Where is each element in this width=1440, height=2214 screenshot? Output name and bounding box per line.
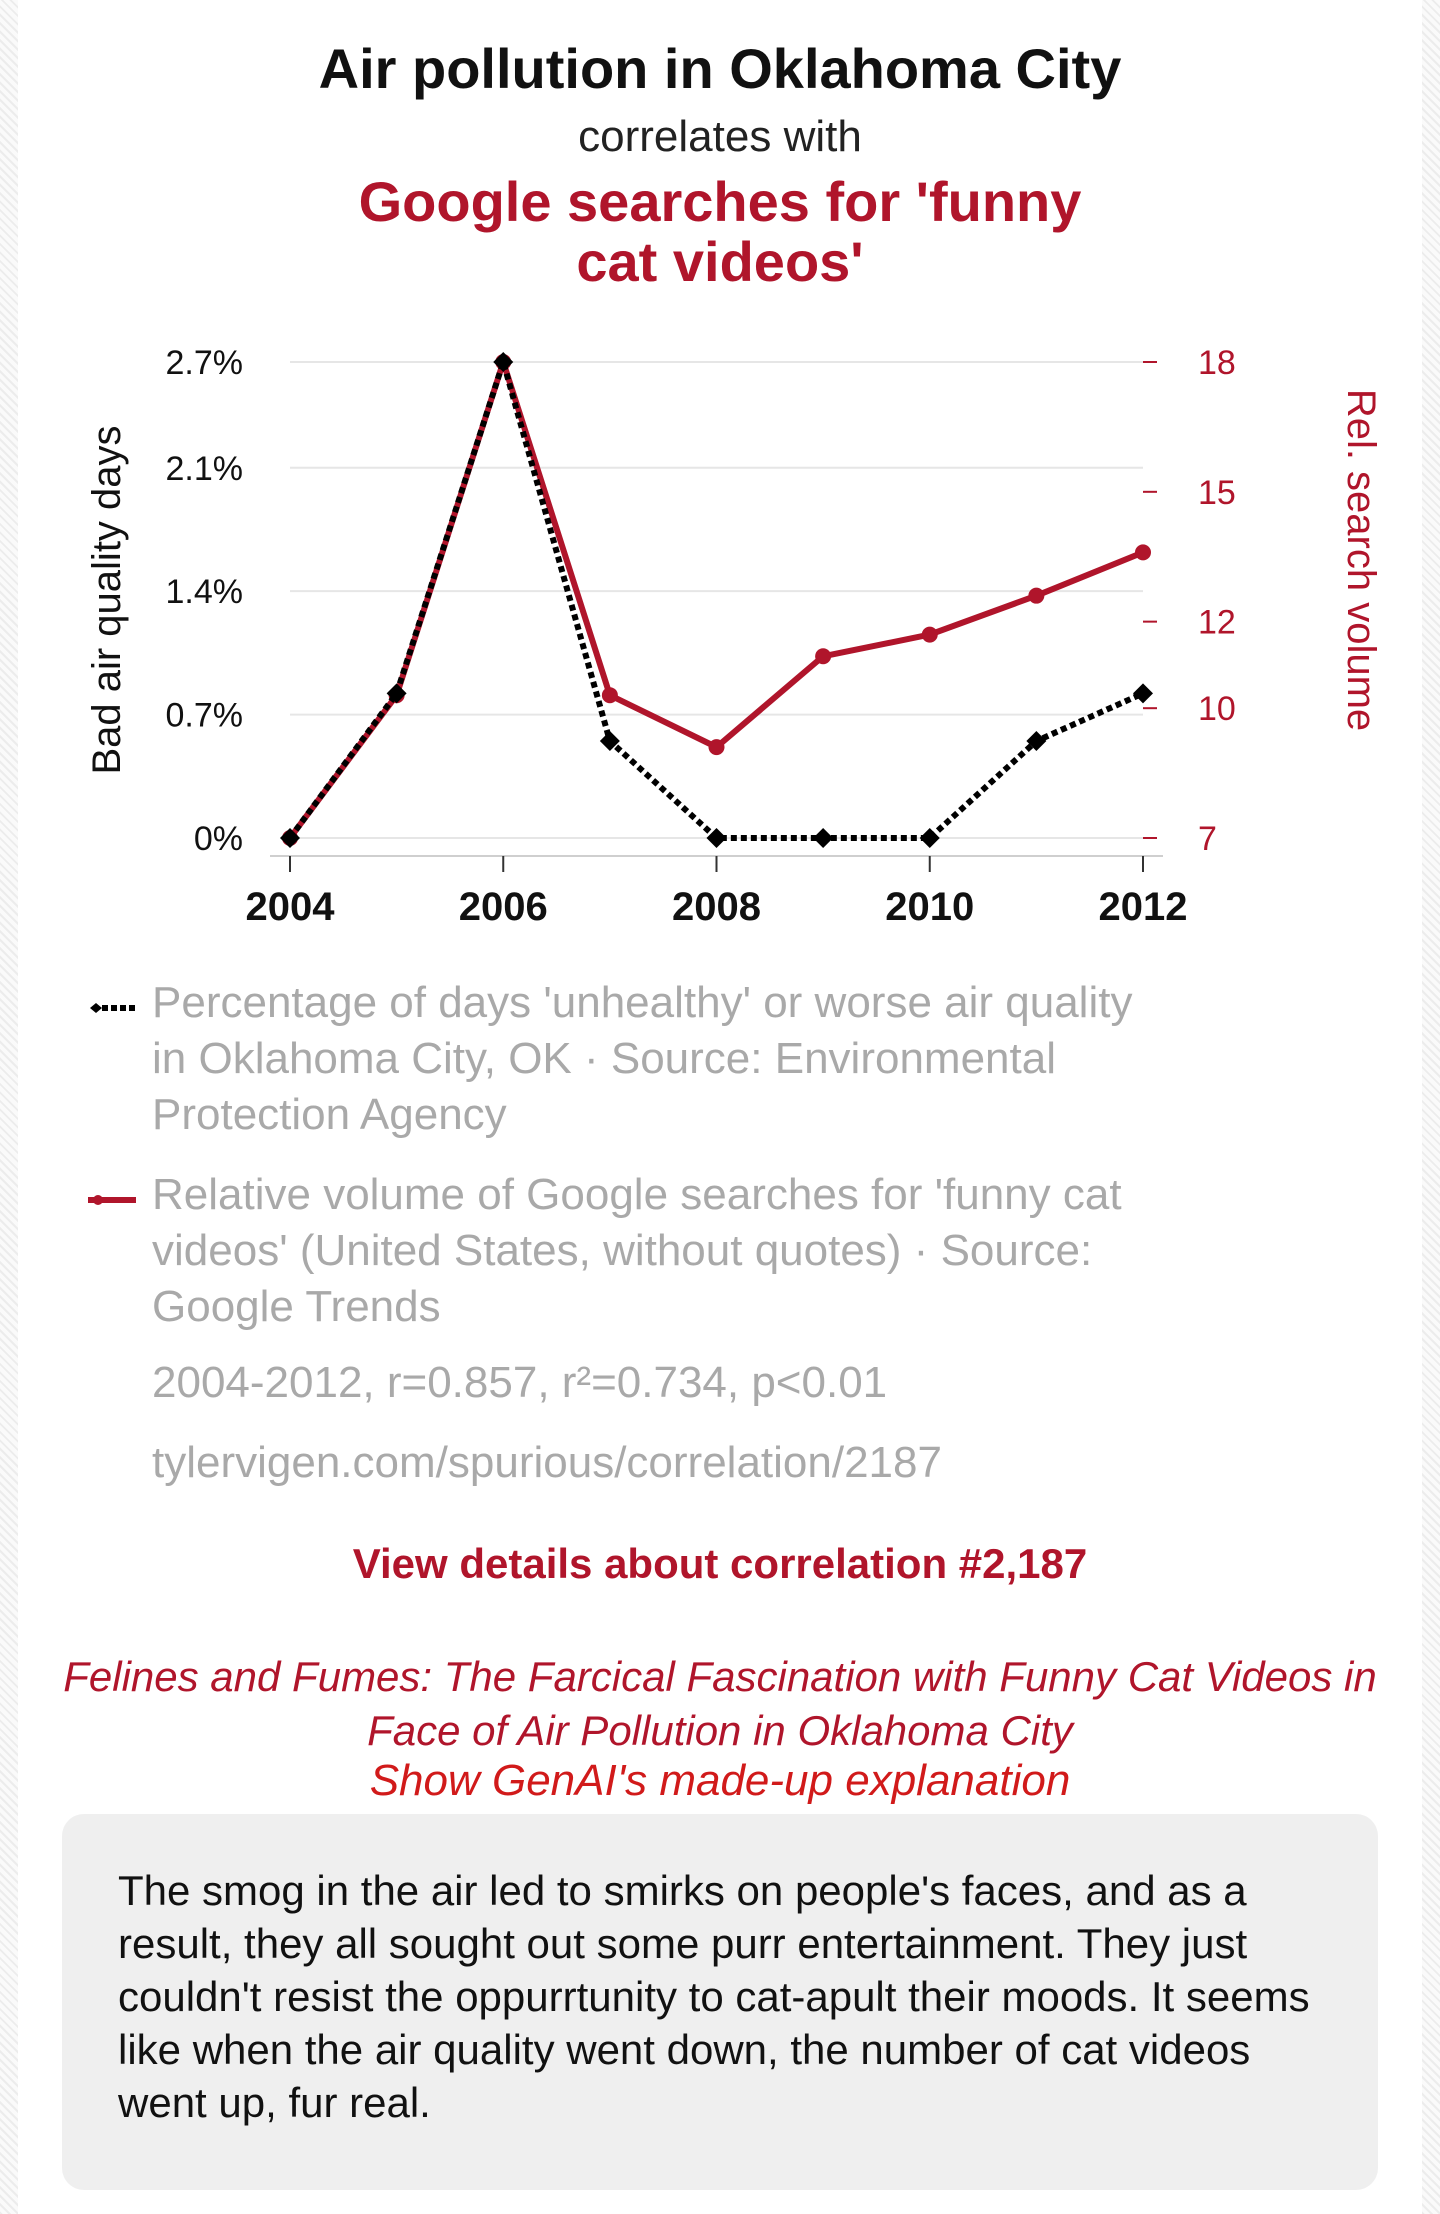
view-details-link[interactable]: View details about correlation #2,187 — [352, 1540, 1088, 1587]
series-air-quality-point — [1133, 683, 1153, 704]
y-left-tick-label: 0% — [194, 820, 243, 858]
series-air-quality-point — [813, 828, 834, 848]
series-cat-videos-point — [921, 626, 938, 643]
series-air-quality-line — [287, 359, 1145, 841]
y-right-tick-label: 18 — [1198, 344, 1236, 382]
correlation-stats: 2004-2012, r=0.857, r²=0.734, p<0.01 — [152, 1358, 888, 1407]
paper-title: Felines and Fumes: The Farcical Fascinat… — [63, 1653, 1377, 1754]
series-cat-videos-point — [1135, 544, 1151, 561]
y-right-tick-label: 12 — [1198, 604, 1236, 642]
legend-marker-solid-circle — [88, 1195, 136, 1205]
y-left-axis-title: Bad air quality days — [85, 425, 129, 774]
series-air-quality-point — [386, 683, 407, 704]
series-air-quality-point — [280, 828, 300, 848]
series-cat-videos-point — [708, 739, 725, 756]
y-right-axis-title: Rel. search volume — [1339, 389, 1383, 731]
genai-explanation-link[interactable]: Show GenAI's made-up explanation — [369, 1756, 1071, 1805]
explanation-text: The smog in the air led to smirks on peo… — [118, 1867, 1310, 2126]
chart-title-secondary: Google searches for 'funny cat videos' — [358, 170, 1082, 293]
correlation-card: Air pollution in Oklahoma City correlate… — [18, 0, 1422, 2214]
series-cat-videos-line — [287, 359, 1145, 840]
y-left-tick-label: 2.1% — [166, 450, 244, 488]
y-right-tick-label: 10 — [1198, 690, 1236, 728]
x-tick-label: 2006 — [459, 885, 548, 929]
x-tick-label: 2012 — [1099, 885, 1188, 929]
legend-marker-dashed-diamond — [90, 1003, 136, 1013]
page-edge-right — [1422, 0, 1440, 2214]
series-cat-videos-point — [601, 687, 618, 704]
series-cat-videos-point — [1028, 587, 1045, 604]
x-tick-label: 2008 — [672, 885, 761, 929]
legend-label-cat-videos: Relative volume of Google searches for '… — [152, 1170, 1122, 1331]
y-right-tick-label: 15 — [1198, 474, 1236, 512]
series-air-quality-point — [599, 731, 620, 752]
y-left-tick-label: 0.7% — [166, 697, 244, 735]
correlation-url: tylervigen.com/spurious/correlation/2187 — [152, 1438, 942, 1487]
legend-label-air-quality: Percentage of days 'unhealthy' or worse … — [152, 978, 1133, 1139]
series-air-quality-point — [493, 352, 514, 372]
explanation-box: The smog in the air led to smirks on peo… — [62, 1814, 1378, 2190]
correlation-chart: 0% 0.7% 1.4% 2.1% 2.7% 7 10 12 15 18 2004 2006 2008 2… — [85, 344, 1383, 929]
x-tick-label: 2010 — [885, 885, 974, 929]
series-cat-videos-point — [815, 648, 832, 665]
x-tick-label: 2004 — [246, 885, 336, 929]
page-edge-left — [0, 0, 18, 2214]
series-air-quality-point — [706, 828, 727, 848]
y-right-tick-label: 7 — [1198, 820, 1217, 858]
y-left-tick-label: 2.7% — [166, 344, 244, 382]
y-left-tick-label: 1.4% — [166, 573, 244, 611]
chart-title: Air pollution in Oklahoma City — [318, 37, 1122, 100]
series-air-quality-point — [919, 828, 940, 848]
series-air-quality-point — [1026, 731, 1047, 752]
chart-subtitle: correlates with — [578, 112, 862, 161]
